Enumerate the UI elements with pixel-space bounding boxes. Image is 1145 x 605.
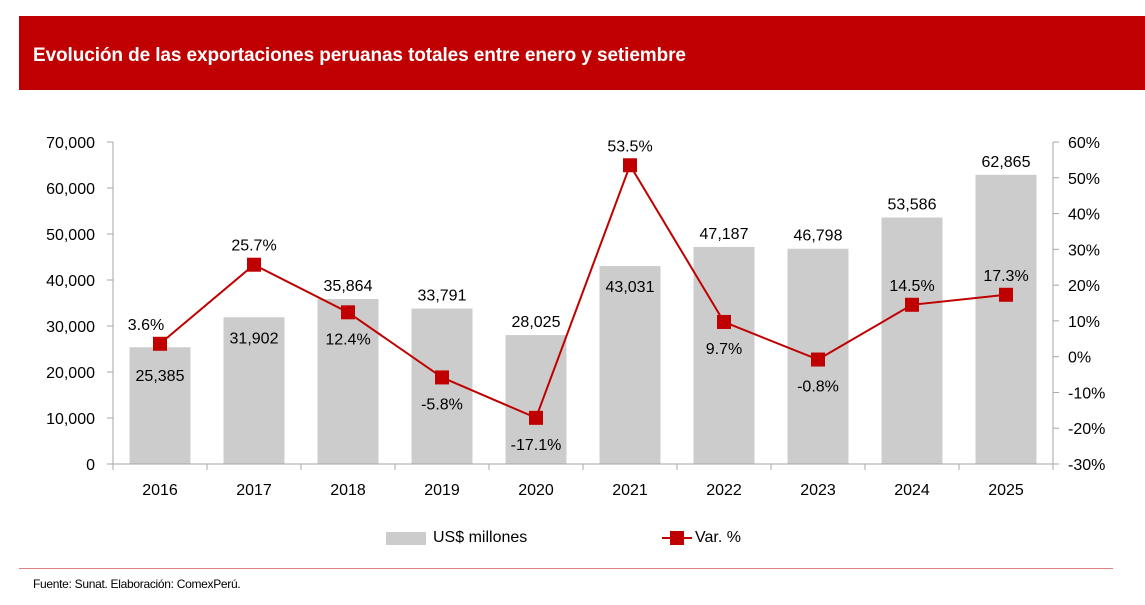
x-tick-label: 2017 bbox=[236, 482, 272, 499]
bar-2025 bbox=[975, 174, 1037, 465]
var-value-label: -5.8% bbox=[421, 396, 463, 413]
var-value-label: 3.6% bbox=[128, 317, 164, 334]
source-note: Fuente: Sunat. Elaboración: ComexPerú. bbox=[33, 577, 241, 591]
bar-2016 bbox=[129, 347, 191, 464]
bar-2020 bbox=[505, 335, 567, 464]
right-tick-label: 30% bbox=[1068, 242, 1100, 259]
x-tick-label: 2019 bbox=[424, 482, 460, 499]
right-tick-label: 40% bbox=[1068, 207, 1100, 224]
x-tick-label: 2025 bbox=[988, 482, 1024, 499]
data-labels-group: 25,385 31,902 35,864 33,791 28,025 43,031 47,1… bbox=[128, 138, 1031, 454]
bar-value-label: 43,031 bbox=[606, 279, 655, 296]
legend-bar-swatch bbox=[386, 531, 426, 545]
bar-value-label: 28,025 bbox=[512, 314, 561, 331]
var-value-label: 12.4% bbox=[325, 331, 370, 348]
legend: US$ millones Var. % bbox=[0, 527, 1145, 551]
right-tick-label: 10% bbox=[1068, 314, 1100, 331]
var-marker-2021 bbox=[623, 158, 637, 173]
legend-label-bars: US$ millones bbox=[433, 529, 528, 546]
bar-value-label: 47,187 bbox=[700, 226, 749, 243]
bar-value-label: 46,798 bbox=[794, 228, 843, 245]
bar-series-group bbox=[129, 174, 1037, 465]
right-tick-label: 0% bbox=[1068, 350, 1091, 367]
legend-label-line: Var. % bbox=[695, 529, 741, 546]
title-banner: Evolución de las exportaciones peruanas … bbox=[19, 16, 1145, 90]
legend-line-marker-icon bbox=[662, 531, 692, 545]
var-value-label: -0.8% bbox=[797, 379, 839, 396]
right-tick-label: -30% bbox=[1068, 457, 1105, 474]
var-marker-2023 bbox=[811, 352, 825, 367]
bar-value-label: 33,791 bbox=[418, 288, 467, 305]
line-series-group bbox=[153, 158, 1013, 425]
x-tick-label: 2022 bbox=[706, 482, 742, 499]
var-marker-2024 bbox=[905, 297, 919, 312]
footer-divider bbox=[19, 568, 1113, 569]
left-tick-label: 60,000 bbox=[46, 181, 95, 198]
bar-value-label: 25,385 bbox=[136, 368, 185, 385]
var-marker-2018 bbox=[341, 305, 355, 320]
left-tick-label: 70,000 bbox=[46, 135, 95, 152]
bar-value-label: 35,864 bbox=[324, 278, 373, 295]
right-tick-label: 50% bbox=[1068, 171, 1100, 188]
bar-value-label: 62,865 bbox=[982, 154, 1031, 171]
right-tick-label: 60% bbox=[1068, 135, 1100, 152]
left-tick-label: 10,000 bbox=[46, 411, 95, 428]
left-tick-label: 40,000 bbox=[46, 273, 95, 290]
bar-value-label: 53,586 bbox=[888, 197, 937, 214]
chart-title: Evolución de las exportaciones peruanas … bbox=[33, 45, 686, 66]
var-marker-2019 bbox=[435, 370, 449, 385]
right-tick-label: -10% bbox=[1068, 385, 1105, 402]
var-marker-2020 bbox=[529, 410, 543, 425]
bar-2018 bbox=[317, 299, 379, 464]
bar-2021 bbox=[599, 266, 661, 464]
x-tick-label: 2023 bbox=[800, 482, 836, 499]
x-tick-label: 2020 bbox=[518, 482, 554, 499]
bar-2022 bbox=[693, 246, 755, 464]
right-tick-label: -20% bbox=[1068, 421, 1105, 438]
left-tick-label: 50,000 bbox=[46, 227, 95, 244]
legend-item-line: Var. % bbox=[662, 529, 741, 547]
left-tick-label: 0 bbox=[86, 457, 95, 474]
var-value-label: 9.7% bbox=[706, 341, 742, 358]
var-marker-2017 bbox=[247, 257, 261, 272]
var-marker-2016 bbox=[153, 336, 167, 351]
axes-group: 0 10,000 20,000 30,000 40,000 50,000 60,000 70,… bbox=[46, 135, 1105, 499]
var-line bbox=[159, 162, 1007, 420]
left-tick-label: 30,000 bbox=[46, 319, 95, 336]
var-marker-2025 bbox=[999, 287, 1013, 302]
var-marker-2022 bbox=[717, 314, 731, 329]
var-value-label: 53.5% bbox=[607, 138, 652, 155]
var-value-label: -17.1% bbox=[511, 437, 562, 454]
x-tick-label: 2016 bbox=[142, 482, 178, 499]
x-tick-label: 2021 bbox=[612, 482, 648, 499]
var-value-label: 17.3% bbox=[983, 268, 1028, 285]
legend-item-bars: US$ millones bbox=[386, 529, 527, 547]
var-value-label: 14.5% bbox=[889, 278, 934, 295]
var-value-label: 25.7% bbox=[231, 238, 276, 255]
x-tick-label: 2024 bbox=[894, 482, 930, 499]
bar-value-label: 31,902 bbox=[230, 330, 279, 347]
left-tick-label: 20,000 bbox=[46, 365, 95, 382]
x-tick-label: 2018 bbox=[330, 482, 366, 499]
bar-2024 bbox=[881, 217, 943, 464]
right-tick-label: 20% bbox=[1068, 278, 1100, 295]
bar-2017 bbox=[223, 317, 285, 464]
